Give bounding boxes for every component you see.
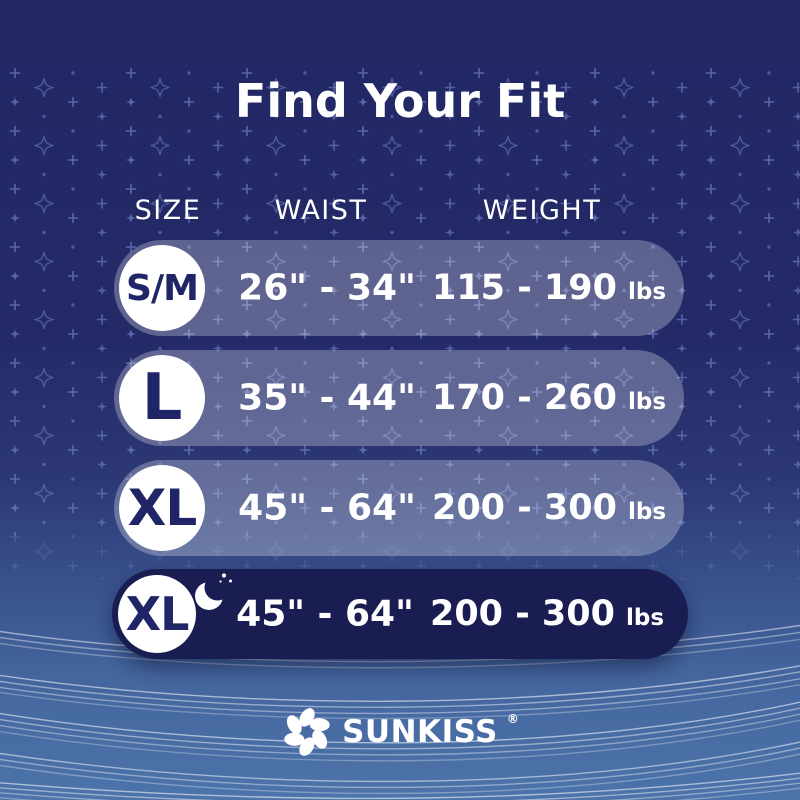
size-row-l: L 35" - 44" 170 - 260 lbs xyxy=(114,350,684,446)
brand-name: SUNKISS xyxy=(342,714,498,750)
waist-range: 26" - 34" xyxy=(238,267,416,309)
weight-range: 115 - 190 lbs xyxy=(432,268,666,308)
waist-range: 35" - 44" xyxy=(238,377,416,419)
weight-unit: lbs xyxy=(627,279,667,305)
size-badge-xl-overnight: XL xyxy=(118,575,196,653)
weight-range: 170 - 260 lbs xyxy=(432,378,666,418)
weight-value: 200 - 300 xyxy=(431,488,617,528)
weight-value: 115 - 190 xyxy=(431,268,617,308)
size-badge-l: L xyxy=(119,355,205,441)
page-title: Find Your Fit xyxy=(234,74,566,128)
weight-unit: lbs xyxy=(627,389,667,415)
size-row-xl: XL 45" - 64" 200 - 300 lbs xyxy=(114,460,684,556)
weight-unit: lbs xyxy=(625,605,665,631)
weight-value: 200 - 300 xyxy=(429,594,615,634)
sunkiss-flower-icon xyxy=(284,708,330,756)
column-header-waist: WAIST xyxy=(274,195,368,226)
waist-range: 45" - 64" xyxy=(238,487,416,529)
weight-range: 200 - 300 lbs xyxy=(430,594,664,634)
weight-unit: lbs xyxy=(627,499,667,525)
column-header-weight: WEIGHT xyxy=(482,195,602,226)
size-label: S/M xyxy=(126,267,199,309)
weight-value: 170 - 260 xyxy=(431,378,617,418)
size-row-sm: S/M 26" - 34" 115 - 190 lbs xyxy=(114,240,684,336)
brand-logo: SUNKISS ® xyxy=(0,704,800,760)
waist-range: 45" - 64" xyxy=(236,593,414,635)
size-label: XL xyxy=(125,587,190,641)
registered-trademark-icon: ® xyxy=(506,712,519,726)
crescent-moon-icon xyxy=(192,569,238,615)
size-badge-sm: S/M xyxy=(119,245,205,331)
size-row-xl-overnight: XL 45" - 64" 200 - 300 lbs xyxy=(112,569,688,659)
size-label: XL xyxy=(127,479,197,537)
weight-range: 200 - 300 lbs xyxy=(432,488,666,528)
size-label: L xyxy=(141,361,183,435)
size-badge-xl: XL xyxy=(119,465,205,551)
column-header-size: SIZE xyxy=(134,195,202,226)
